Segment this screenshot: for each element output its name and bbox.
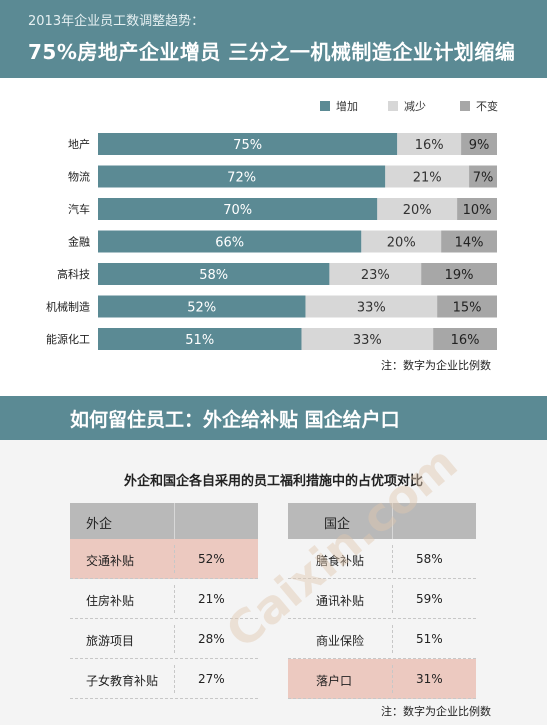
- data-label-unchanged: 9%: [469, 138, 490, 153]
- category-label: 能源化工: [46, 332, 90, 346]
- bar-segment-increase: [98, 295, 306, 318]
- data-label-unchanged: 19%: [445, 268, 474, 283]
- data-label-unchanged: 15%: [453, 301, 482, 316]
- legend-swatch-decrease: [388, 101, 398, 111]
- table-row: 通讯补贴 59%: [288, 579, 476, 619]
- state-header-label: 国企: [324, 517, 351, 532]
- bar-segment-decrease: [361, 230, 442, 253]
- bar-segment-unchanged: [457, 198, 497, 220]
- row-name: 旅游项目: [86, 634, 135, 648]
- row-value: 51%: [416, 632, 443, 646]
- data-label-decrease: 23%: [361, 268, 390, 283]
- section-band: 如何留住员工：外企给补贴 国企给户口: [0, 396, 547, 440]
- row-name: 商业保险: [316, 634, 365, 648]
- row-name: 落户口: [316, 674, 353, 688]
- bar-segment-decrease: [385, 165, 470, 188]
- category-label: 机械制造: [46, 300, 90, 314]
- category-label: 金融: [68, 235, 90, 249]
- bar-segment-decrease: [329, 263, 422, 285]
- bar-segment-decrease: [397, 133, 462, 155]
- bar-segment-decrease: [301, 328, 434, 350]
- table-row: 落户口 31%: [288, 659, 476, 699]
- header-subtitle: 2013年企业员工数调整趋势：: [28, 14, 205, 29]
- header-banner: 2013年企业员工数调整趋势： 75%房地产企业增员 三分之一机械制造企业计划缩…: [0, 0, 547, 78]
- data-label-decrease: 21%: [413, 171, 442, 186]
- legend-unchanged: 不变: [460, 98, 498, 114]
- category-label: 物流: [68, 170, 90, 184]
- row-name: 通讯补贴: [316, 594, 365, 608]
- data-label-decrease: 20%: [387, 236, 416, 251]
- bar-segment-unchanged: [441, 230, 497, 253]
- bar-segment-increase: [98, 133, 398, 155]
- data-label-increase: 51%: [185, 333, 214, 348]
- legend-decrease: 减少: [388, 98, 426, 114]
- legend-swatch-unchanged: [460, 101, 470, 111]
- legend-label-increase: 增加: [336, 100, 358, 113]
- table-row: 住房补贴 21%: [70, 579, 258, 619]
- row-name: 子女教育补贴: [86, 674, 159, 688]
- chart-note: 注：数字为企业比例数: [381, 359, 491, 372]
- row-value: 52%: [198, 552, 225, 566]
- bar-segment-increase: [98, 198, 378, 220]
- table-row: 膳食补贴 58%: [288, 539, 476, 579]
- foreign-enterprise-table: 外企 交通补贴 52% 住房补贴 21% 旅游项目 28% 子女教育补贴 27%: [70, 503, 258, 699]
- foreign-header-label: 外企: [86, 517, 113, 532]
- table-row: 子女教育补贴 27%: [70, 659, 258, 699]
- data-label-increase: 70%: [223, 203, 252, 218]
- data-label-increase: 75%: [233, 138, 262, 153]
- bar-segment-increase: [98, 165, 386, 188]
- table-row: 商业保险 51%: [288, 619, 476, 659]
- row-name: 住房补贴: [86, 594, 135, 608]
- table-row: 旅游项目 28%: [70, 619, 258, 659]
- welfare-title: 外企和国企各自采用的员工福利措施中的占优项对比: [123, 474, 423, 489]
- bar-segment-unchanged: [461, 133, 497, 155]
- row-name: 膳食补贴: [316, 554, 365, 568]
- bar-segment-increase: [98, 263, 330, 285]
- category-label: 地产: [68, 137, 90, 151]
- data-label-unchanged: 7%: [473, 171, 494, 186]
- legend-label-decrease: 减少: [404, 100, 426, 113]
- data-label-decrease: 33%: [357, 301, 386, 316]
- data-label-decrease: 33%: [353, 333, 382, 348]
- bar-segment-unchanged: [433, 328, 497, 350]
- bar-segment-decrease: [305, 295, 438, 318]
- category-label: 汽车: [68, 202, 90, 216]
- row-value: 28%: [198, 632, 225, 646]
- row-value: 21%: [198, 592, 225, 606]
- row-value: 27%: [198, 672, 225, 686]
- stacked-bar-chart: 地产 75% 16% 9% 物流 72% 21% 7% 汽车 70% 20% 10% 金融 66% 20% 1…: [46, 133, 497, 350]
- foreign-table-header: 外企: [70, 503, 258, 539]
- bar-segment-decrease: [377, 198, 458, 220]
- state-table-header: 国企: [288, 503, 476, 539]
- data-label-decrease: 16%: [415, 138, 444, 153]
- bar-segment-unchanged: [421, 263, 497, 285]
- state-enterprise-table: 国企 膳食补贴 58% 通讯补贴 59% 商业保险 51% 落户口 31%: [288, 503, 476, 699]
- band-title: 如何留住员工：外企给补贴 国企给户口: [70, 409, 400, 431]
- table-row: 交通补贴 52%: [70, 539, 258, 579]
- row-value: 59%: [416, 592, 443, 606]
- legend-swatch-increase: [320, 101, 330, 111]
- bar-segment-increase: [98, 328, 302, 350]
- data-label-unchanged: 10%: [463, 203, 492, 218]
- bar-segment-unchanged: [437, 295, 497, 318]
- data-label-increase: 66%: [215, 236, 244, 251]
- data-label-increase: 58%: [199, 268, 228, 283]
- legend-increase: 增加: [320, 98, 358, 114]
- bar-segment-increase: [98, 230, 362, 253]
- bar-segment-unchanged: [469, 165, 497, 188]
- data-label-decrease: 20%: [403, 203, 432, 218]
- header-title: 75%房地产企业增员 三分之一机械制造企业计划缩编: [28, 40, 516, 64]
- data-label-unchanged: 14%: [455, 236, 484, 251]
- data-label-unchanged: 16%: [451, 333, 480, 348]
- category-label: 高科技: [57, 267, 90, 281]
- data-label-increase: 72%: [227, 171, 256, 186]
- row-name: 交通补贴: [86, 554, 135, 568]
- legend-label-unchanged: 不变: [476, 100, 498, 113]
- table-note: 注：数字为企业比例数: [381, 705, 491, 718]
- row-value: 58%: [416, 552, 443, 566]
- row-value: 31%: [416, 672, 443, 686]
- data-label-increase: 52%: [187, 301, 216, 316]
